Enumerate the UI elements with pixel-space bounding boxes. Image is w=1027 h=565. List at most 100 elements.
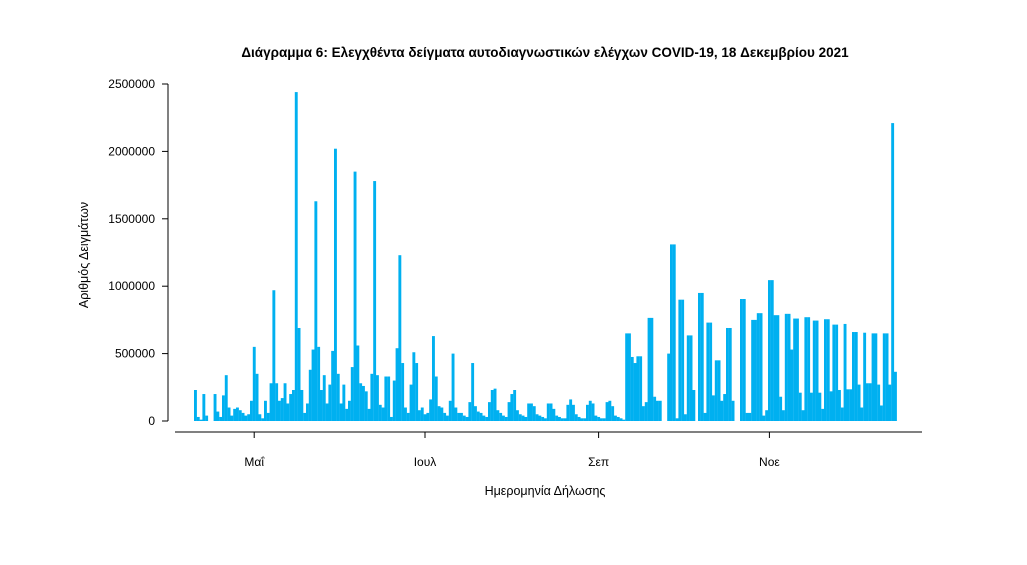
bar <box>678 299 682 421</box>
bar <box>460 412 463 421</box>
bar <box>278 400 281 421</box>
bar <box>608 400 612 421</box>
bar <box>740 299 743 421</box>
bar <box>297 327 301 421</box>
bar <box>482 415 486 421</box>
bar <box>538 415 542 421</box>
bar <box>647 317 651 421</box>
bar <box>692 389 696 421</box>
bar <box>535 414 539 421</box>
bar <box>250 400 253 421</box>
bar <box>336 373 340 421</box>
bar <box>630 356 634 421</box>
bar <box>731 400 735 421</box>
bar <box>353 171 357 421</box>
x-tick-label: Μαΐ <box>244 455 265 469</box>
bar <box>392 380 396 421</box>
bar <box>751 319 755 421</box>
bar <box>684 414 687 421</box>
bar <box>269 383 273 421</box>
bar <box>742 299 746 421</box>
bar <box>415 363 419 421</box>
bar <box>423 414 427 421</box>
bar <box>219 416 223 421</box>
bar <box>639 356 643 421</box>
bar <box>868 383 872 421</box>
bar <box>807 317 811 421</box>
bar <box>443 412 447 421</box>
bar <box>709 322 713 421</box>
bar <box>793 318 797 421</box>
bar <box>294 92 298 421</box>
bar <box>614 415 617 421</box>
bar <box>658 400 662 421</box>
bar <box>754 319 757 421</box>
bar <box>765 410 769 421</box>
bar <box>863 332 867 421</box>
bar <box>670 244 673 421</box>
bar <box>513 389 517 421</box>
bar <box>798 392 802 421</box>
bar <box>714 360 718 421</box>
bar <box>364 391 368 421</box>
bar <box>572 404 575 421</box>
bar <box>331 350 335 421</box>
y-tick-label: 500000 <box>115 347 155 361</box>
bar <box>874 333 878 421</box>
y-tick-label: 0 <box>148 414 155 428</box>
bar <box>322 375 326 421</box>
bar <box>507 402 511 421</box>
y-axis-label: Αριθμός Δειγμάτων <box>77 202 91 308</box>
bar <box>524 416 528 421</box>
bar <box>880 405 883 421</box>
bar <box>471 363 475 421</box>
bar <box>611 406 615 421</box>
bar <box>359 383 363 421</box>
bar <box>238 410 242 421</box>
bar <box>552 408 556 421</box>
bar <box>429 399 433 421</box>
bar <box>838 389 841 421</box>
bar <box>244 415 248 421</box>
bar <box>261 418 265 421</box>
bar <box>387 376 391 421</box>
bar <box>196 416 200 421</box>
bar <box>628 333 631 421</box>
bar <box>642 406 645 421</box>
bar <box>308 369 312 421</box>
bar <box>877 384 881 421</box>
bar <box>815 320 819 421</box>
bar <box>801 410 805 421</box>
bar <box>770 280 774 421</box>
bar <box>605 402 609 421</box>
bar <box>490 389 494 421</box>
bar <box>418 410 421 421</box>
bar <box>787 313 791 421</box>
bar <box>829 391 833 421</box>
bar <box>314 201 318 421</box>
bar <box>306 403 309 421</box>
bar <box>202 394 206 421</box>
bar <box>712 395 715 421</box>
bar <box>499 412 503 421</box>
bar <box>194 389 197 421</box>
bar <box>479 412 483 421</box>
bar <box>303 412 307 421</box>
bar <box>300 389 304 421</box>
bar <box>888 384 892 421</box>
bar <box>591 403 595 421</box>
bar <box>258 414 262 421</box>
bar <box>227 407 231 421</box>
bar <box>577 416 581 421</box>
x-axis-label: Ημερομηνία Δήλωσης <box>485 484 606 498</box>
bar <box>446 415 449 421</box>
bar <box>530 403 533 421</box>
bar <box>266 412 270 421</box>
bar <box>199 419 203 421</box>
bar <box>518 414 522 421</box>
bar <box>280 398 284 421</box>
bar <box>849 389 853 421</box>
bar <box>871 333 875 421</box>
bar <box>434 376 438 421</box>
bar <box>594 415 598 421</box>
